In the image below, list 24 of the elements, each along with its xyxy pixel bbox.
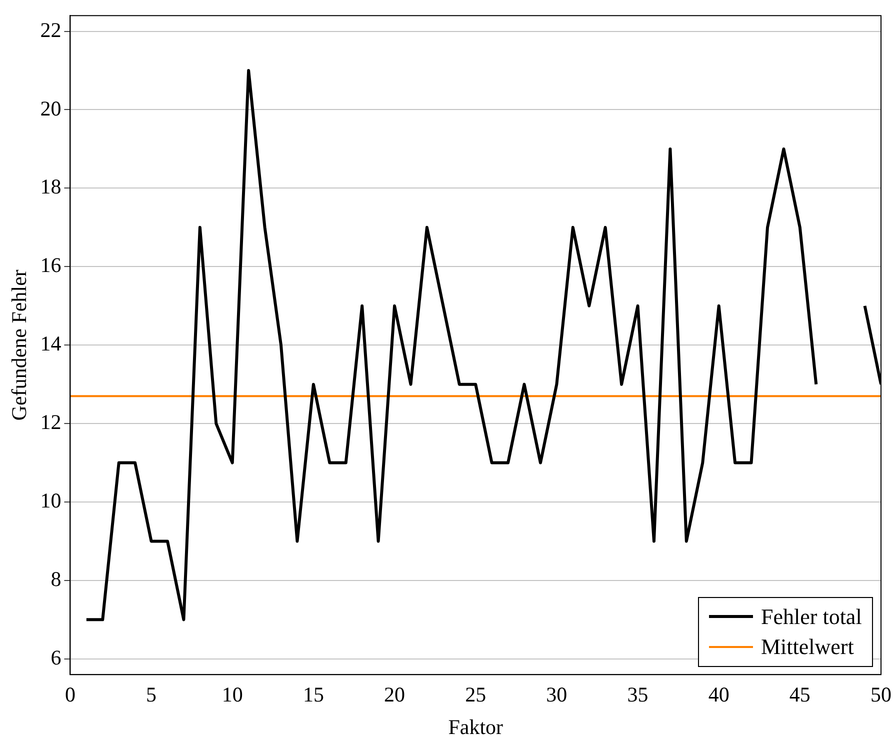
x-tick-label: 5 <box>146 682 157 707</box>
y-tick-label: 6 <box>50 645 62 670</box>
y-tick-label: 10 <box>40 488 62 513</box>
x-axis-title: Faktor <box>448 714 504 739</box>
x-tick-label: 45 <box>789 682 810 707</box>
y-tick-label: 12 <box>40 410 62 434</box>
x-tick-label: 50 <box>870 682 892 707</box>
legend-label: Fehler total <box>761 602 862 631</box>
x-tick-label: 0 <box>64 682 76 707</box>
y-tick-label: 8 <box>50 566 62 591</box>
x-tick-label: 40 <box>708 682 730 707</box>
x-tick-label: 10 <box>222 682 243 707</box>
y-tick-label: 16 <box>40 253 62 278</box>
y-tick-label: 20 <box>40 96 62 120</box>
x-tick-label: 15 <box>302 682 324 707</box>
y-axis-title: Gefundene Fehler <box>7 270 32 421</box>
x-tick-label: 35 <box>627 682 648 707</box>
legend-label: Mittelwert <box>761 632 854 661</box>
x-tick-label: 20 <box>384 682 406 707</box>
y-tick-label: 18 <box>40 174 62 199</box>
y-tick-label: 14 <box>40 332 62 356</box>
y-tick-label: 22 <box>40 18 62 42</box>
x-tick-label: 25 <box>465 682 486 707</box>
x-tick-label: 30 <box>546 682 568 707</box>
